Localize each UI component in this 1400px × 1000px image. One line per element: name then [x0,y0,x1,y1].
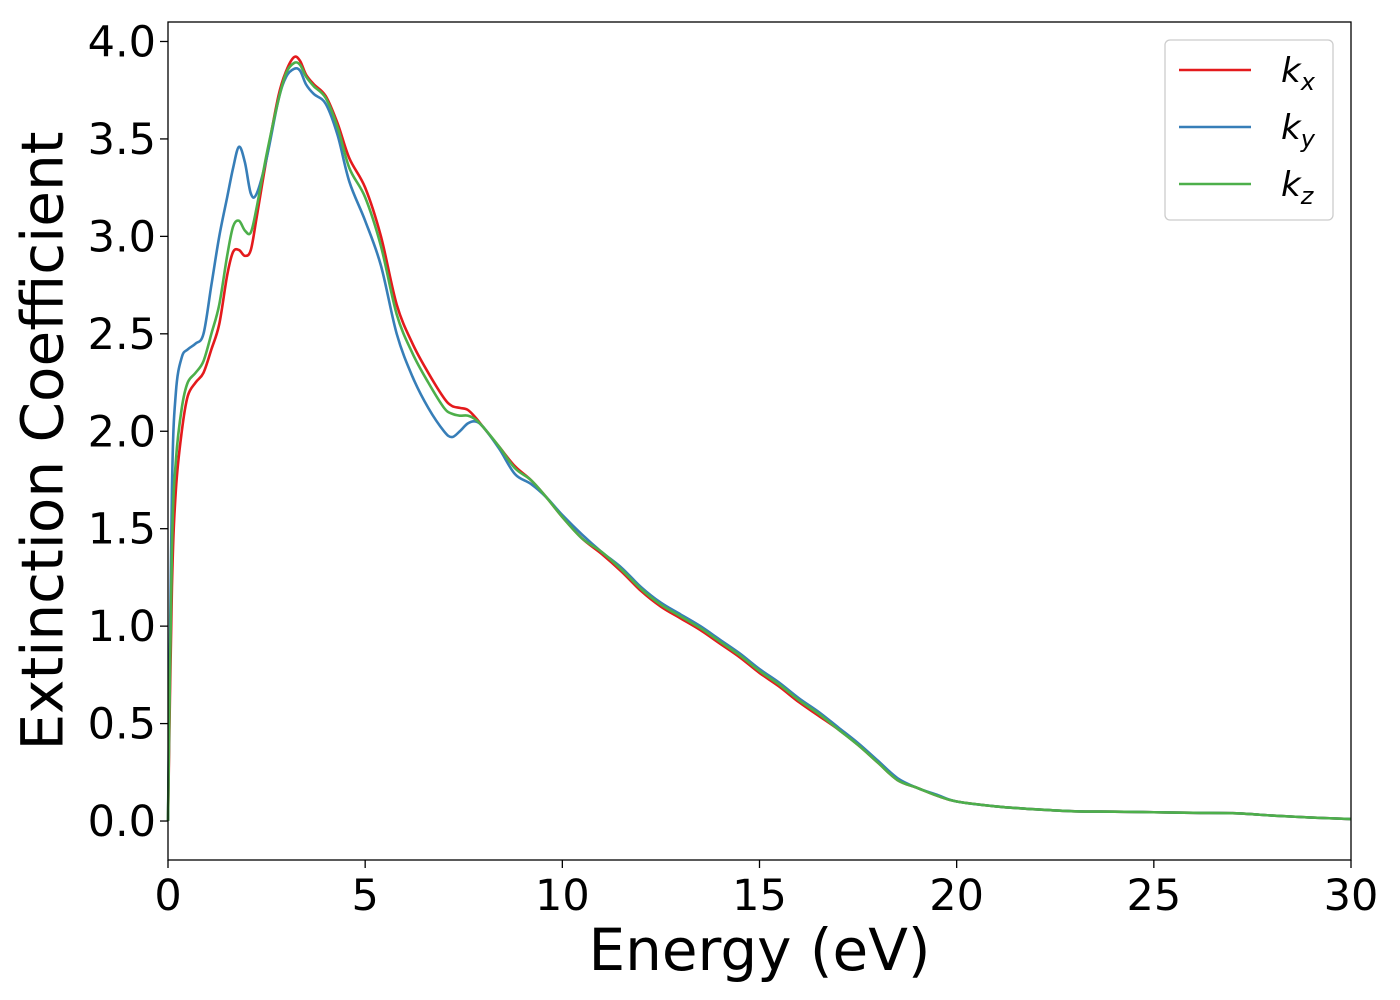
y-axis-ticks: 0.0 0.5 1.0 1.5 2.0 2.5 3.0 3.5 4.0 [88,17,168,847]
y-tick-label: 0.0 [88,797,156,847]
y-tick-label: 3.5 [88,115,156,165]
series-layer [166,55,1352,822]
x-tick-label: 20 [929,871,984,921]
x-tick-label: 15 [732,871,787,921]
legend-label-subscript: x [1300,68,1316,96]
legend-label-main: k [1281,165,1302,205]
y-tick-label: 0.5 [88,700,156,750]
y-axis-label: Extinction Coefficient [8,132,76,751]
legend-label-x: kx [1281,51,1316,96]
x-axis-label: Energy (eV) [588,916,930,984]
legend-box [1164,39,1334,221]
x-tick-label: 30 [1324,871,1379,921]
legend-label-subscript: y [1300,125,1316,153]
legend-label-main: k [1281,108,1302,148]
x-tick-label: 10 [535,871,590,921]
y-tick-label: 1.0 [88,602,156,652]
x-tick-label: 5 [351,871,378,921]
legend-label-y: ky [1281,108,1316,153]
y-tick-label: 3.0 [88,212,156,262]
y-tick-label: 4.0 [88,17,156,67]
legend-label-subscript: z [1300,182,1315,210]
y-tick-label: 2.5 [88,310,156,360]
series-line-z [166,61,1352,822]
y-tick-label: 1.5 [88,505,156,555]
legend-label-main: k [1281,51,1302,91]
legend-label-z: kz [1281,165,1315,210]
x-tick-label: 0 [154,871,181,921]
x-tick-label: 25 [1126,871,1181,921]
x-axis-ticks: 0 5 10 15 20 25 30 [154,860,1378,921]
y-tick-label: 2.0 [88,407,156,457]
